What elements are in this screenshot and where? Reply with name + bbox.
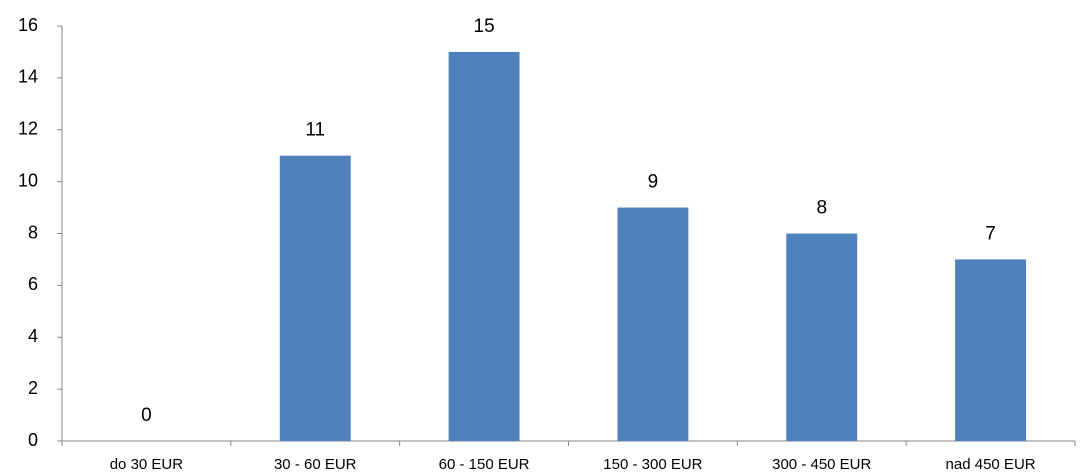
y-tick-label: 8 [28,222,38,242]
y-tick-label: 16 [18,15,38,35]
y-tick-label: 14 [18,67,38,87]
data-label: 8 [816,198,827,219]
x-tick-label: 60 - 150 EUR [439,456,530,473]
bar [786,233,858,441]
bar [955,259,1027,441]
data-label: 0 [141,405,152,426]
data-label: 9 [648,172,659,193]
y-tick-label: 0 [28,430,38,450]
bar [448,51,520,441]
x-tick-label: 300 - 450 EUR [772,456,871,473]
y-tick-label: 6 [28,274,38,294]
x-tick-label: 30 - 60 EUR [274,456,357,473]
y-tick-label: 4 [28,326,38,346]
bar [617,207,689,441]
y-tick-label: 10 [18,170,38,190]
x-tick-label: do 30 EUR [110,456,184,473]
data-label: 11 [305,120,325,141]
x-tick-label: 150 - 300 EUR [603,456,702,473]
x-tick-label: nad 450 EUR [946,456,1036,473]
data-label: 15 [474,16,495,37]
data-label: 7 [985,223,996,244]
bar [279,155,351,441]
y-tick-label: 2 [28,378,38,398]
y-tick-label: 12 [18,119,38,139]
